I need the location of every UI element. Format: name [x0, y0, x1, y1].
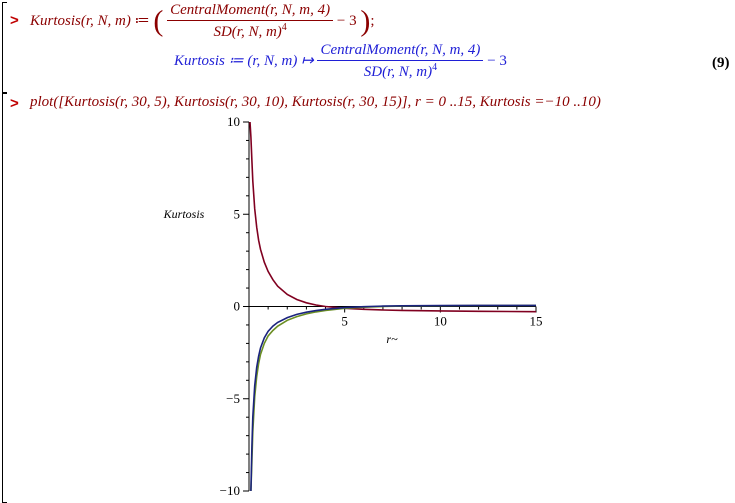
output-lhs: Kurtosis ≔ (r, N, m) ↦	[174, 52, 318, 69]
output-sd-term: SD(r, N, m)	[363, 64, 433, 80]
group-bracket-1[interactable]	[2, 2, 7, 93]
output-fraction: CentralMoment(r, N, m, 4) SD(r, N, m)4	[317, 42, 484, 81]
x-tick-label: 15	[530, 314, 543, 329]
x-axis-label: r~	[386, 332, 398, 346]
output-line-1: Kurtosis ≔ (r, N, m) ↦ CentralMoment(r, …	[174, 42, 507, 81]
input-prompt-2[interactable]: >	[10, 95, 19, 112]
close-paren: )	[360, 4, 371, 38]
output-exponent: 4	[432, 62, 438, 73]
minus-three: − 3	[333, 12, 357, 29]
input-line-2[interactable]: plot([Kurtosis(r, 30, 5), Kurtosis(r, 30…	[30, 94, 601, 110]
y-tick-label: −5	[226, 391, 240, 406]
fraction-denominator: SD(r, N, m)4	[167, 21, 333, 41]
y-tick-label: 5	[234, 206, 241, 221]
x-tick-label: 5	[341, 314, 348, 329]
x-tick-label: 10	[434, 314, 447, 329]
open-paren: (	[153, 4, 164, 38]
output-minus-three: − 3	[483, 52, 507, 69]
equation-label: (9)	[712, 55, 730, 71]
curve-kurtosis_m5	[249, 121, 537, 313]
exponent: 4	[281, 22, 287, 33]
input-prompt-1[interactable]: >	[10, 12, 19, 29]
y-tick-label: −10	[220, 483, 240, 498]
output-denominator: SD(r, N, m)4	[317, 61, 483, 81]
fraction-numerator: CentralMoment(r, N, m, 4)	[167, 2, 334, 21]
input-line-1[interactable]: Kurtosis(r, N, m) ≔ ( CentralMoment(r, N…	[30, 2, 375, 41]
y-axis-label: Kurtosis	[163, 207, 205, 221]
output-numerator: CentralMoment(r, N, m, 4)	[317, 42, 484, 61]
assign-operator: ≔	[130, 12, 154, 29]
curve-kurtosis_m15	[250, 304, 536, 492]
y-tick-label: 10	[227, 114, 240, 129]
fraction-1: CentralMoment(r, N, m, 4) SD(r, N, m)4	[167, 2, 334, 41]
sd-term: SD(r, N, m)	[213, 24, 282, 40]
semicolon: ;	[370, 12, 375, 29]
y-tick-label: 0	[234, 299, 241, 314]
kurtosis-lhs: Kurtosis(r, N, m)	[30, 12, 131, 29]
plot-curves	[249, 121, 537, 492]
